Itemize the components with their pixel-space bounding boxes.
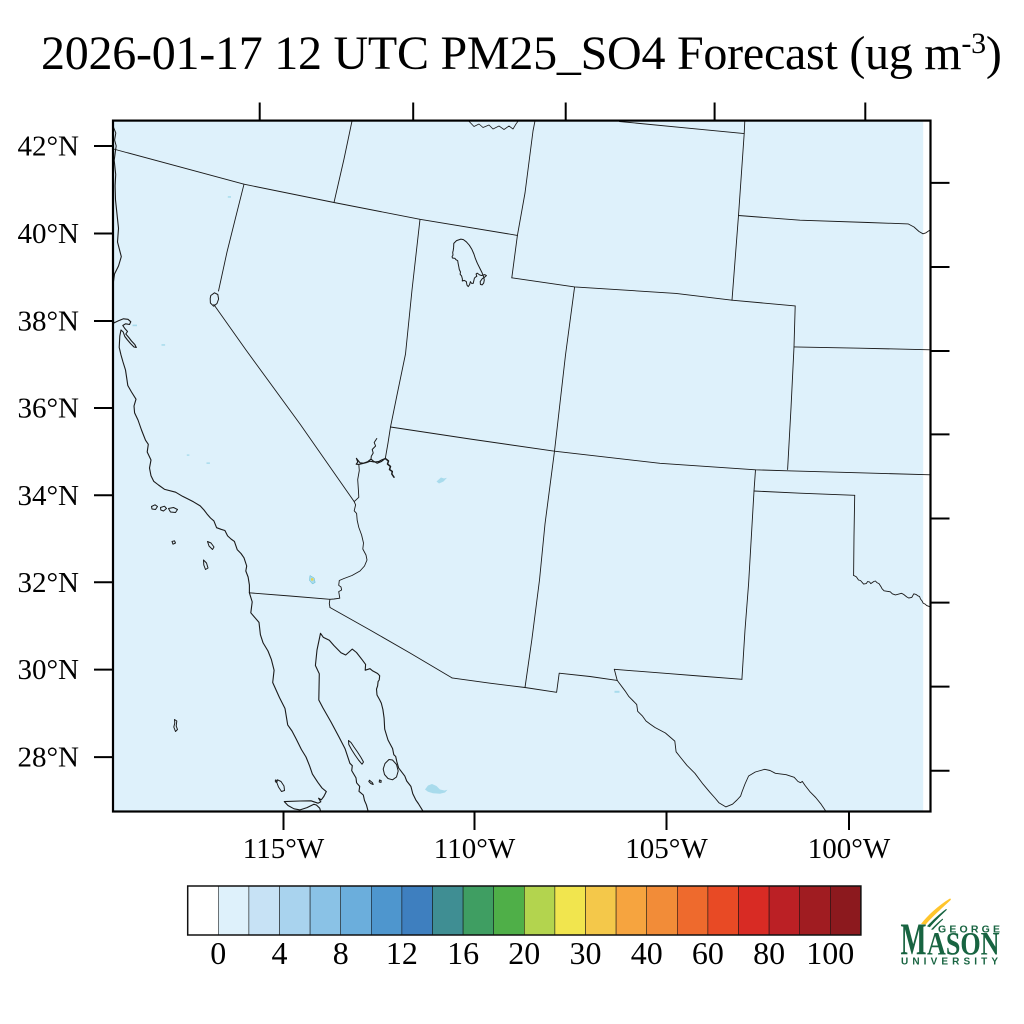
svg-text:40: 40 bbox=[631, 935, 663, 971]
svg-text:105°W: 105°W bbox=[625, 833, 708, 865]
svg-text:M: M bbox=[901, 915, 927, 965]
svg-text:2026-01-17 12 UTC PM25_SO4 For: 2026-01-17 12 UTC PM25_SO4 Forecast (ug … bbox=[41, 27, 1002, 80]
svg-text:28°N: 28°N bbox=[17, 742, 79, 774]
svg-text:36°N: 36°N bbox=[17, 393, 79, 425]
svg-text:40°N: 40°N bbox=[17, 218, 79, 250]
svg-text:110°W: 110°W bbox=[434, 833, 516, 865]
svg-text:32°N: 32°N bbox=[17, 567, 79, 599]
svg-text:100: 100 bbox=[806, 935, 854, 971]
svg-text:42°N: 42°N bbox=[17, 131, 79, 163]
svg-text:20: 20 bbox=[508, 935, 540, 971]
svg-text:30: 30 bbox=[570, 935, 602, 971]
svg-text:16: 16 bbox=[447, 935, 479, 971]
svg-text:0: 0 bbox=[210, 935, 226, 971]
svg-text:ASON: ASON bbox=[927, 927, 1000, 963]
svg-text:38°N: 38°N bbox=[17, 306, 79, 338]
svg-text:34°N: 34°N bbox=[17, 480, 79, 512]
svg-text:8: 8 bbox=[333, 935, 349, 971]
svg-text:12: 12 bbox=[386, 935, 418, 971]
svg-text:115°W: 115°W bbox=[243, 833, 325, 865]
svg-text:80: 80 bbox=[753, 935, 785, 971]
svg-text:100°W: 100°W bbox=[808, 833, 891, 865]
svg-text:60: 60 bbox=[692, 935, 724, 971]
svg-text:4: 4 bbox=[272, 935, 288, 971]
svg-text:30°N: 30°N bbox=[17, 654, 79, 686]
